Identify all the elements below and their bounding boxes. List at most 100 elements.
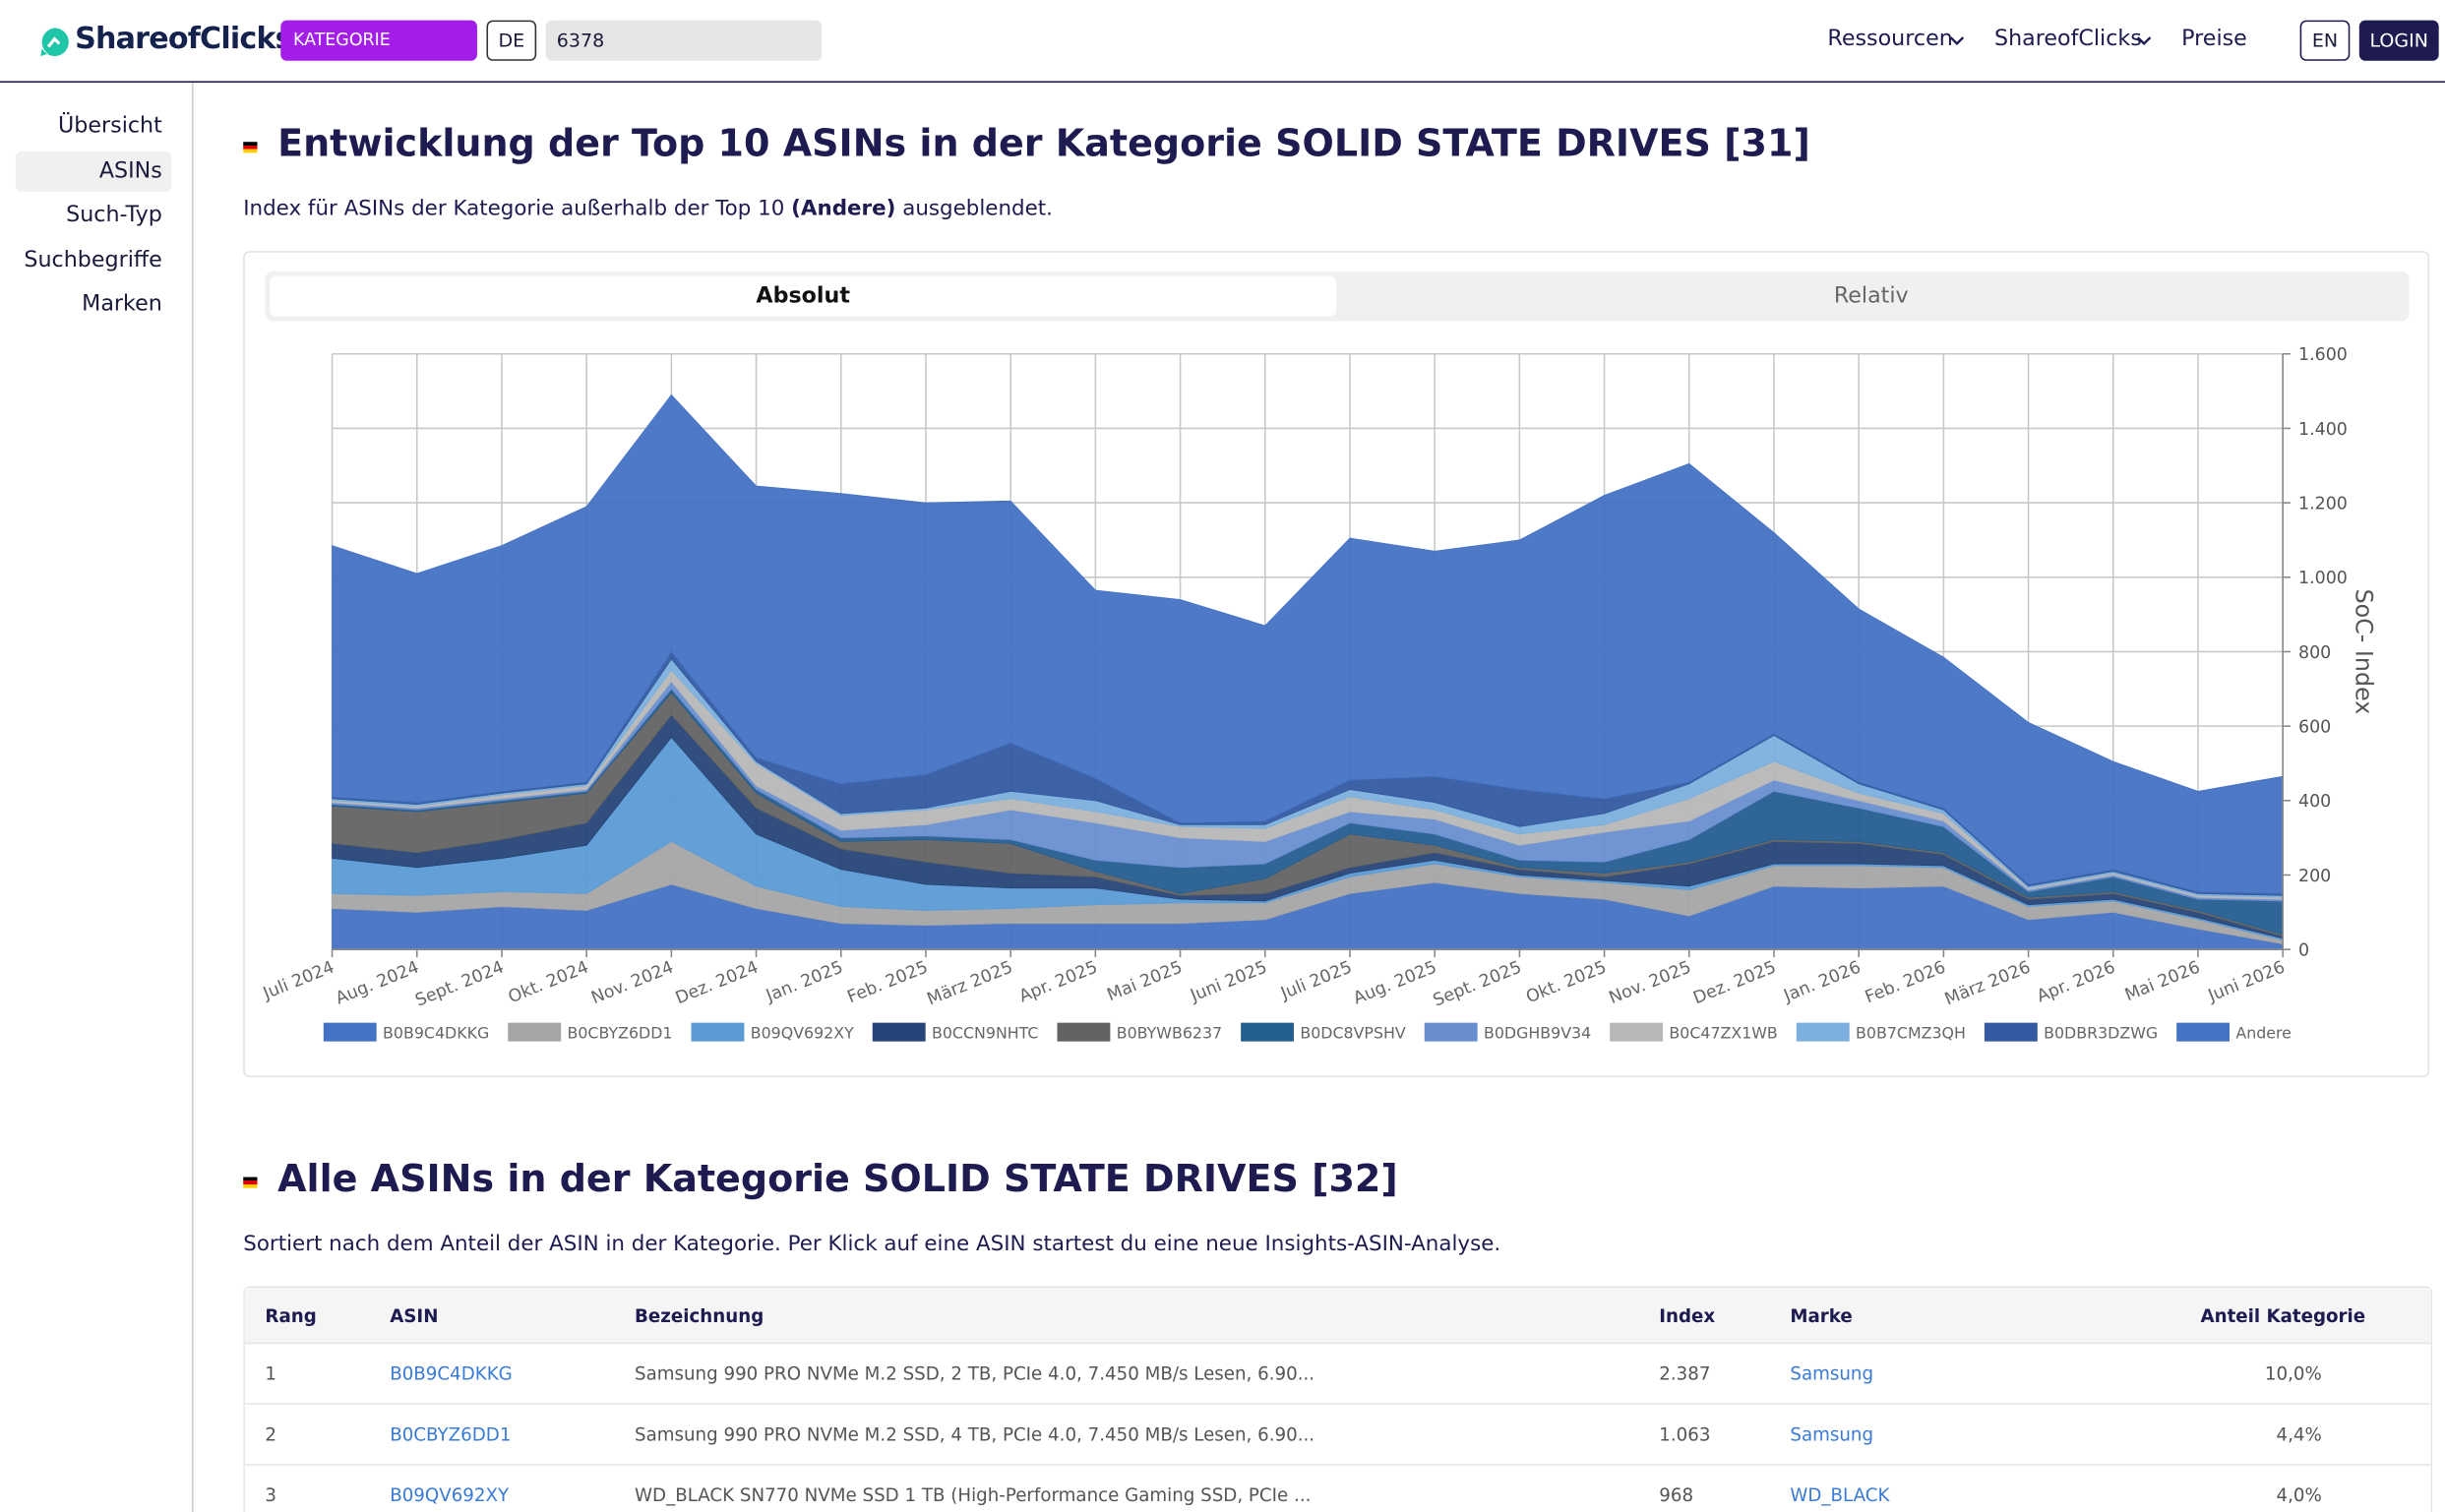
x-tick-label: Sept. 2025 [1431,957,1525,1010]
asin-table: Rang ASIN Bezeichnung Index Marke Anteil Kate… [243,1286,2433,1512]
chart-card [243,251,2430,1078]
table-cell: 1.063 [1638,1403,1770,1465]
x-tick-label: Jan. 2025 [763,957,846,1006]
x-tick-label: Mai 2025 [1105,957,1186,1005]
legend-label: B0B7CMZ3QH [1856,1023,1966,1042]
column-header: Anteil Kategorie [2081,1288,2431,1344]
brand-link[interactable]: WD_BLACK [1790,1483,1890,1506]
table-cell: 4,4% [2081,1403,2431,1465]
table-cell: Samsung 990 PRO NVMe M.2 SSD, 2 TB, PCIe… [614,1342,1639,1405]
x-tick-label: Juli 2024 [260,957,337,1003]
column-header: Rang [244,1288,370,1344]
country-select[interactable]: DE [486,20,537,61]
nav-item[interactable]: ShareofClicks [1993,26,2142,52]
legend-label: B0DGHB9V34 [1484,1023,1591,1042]
y-tick-label: 800 [2298,643,2331,663]
note-bold: (Andere) [791,196,896,222]
brand-link[interactable]: Samsung [1790,1422,1874,1446]
table-cell: Samsung [1769,1403,2082,1465]
section-note: Sortiert nach dem Anteil der ASIN in der… [243,1232,1501,1257]
x-tick-label: Dez. 2024 [673,957,762,1008]
table-cell: 1 [244,1342,370,1405]
table-cell: B0B9C4DKKG [369,1342,615,1405]
table-cell: Samsung 990 PRO NVMe M.2 SSD, 4 TB, PCIe… [614,1403,1639,1465]
y-tick-label: 600 [2298,717,2331,737]
asin-link[interactable]: B0B9C4DKKG [390,1362,513,1385]
sidebar-item[interactable]: Suchbegriffe [24,247,162,273]
flag-icon [243,142,258,153]
x-tick-label: Aug. 2024 [333,957,421,1008]
legend: B0B9C4DKKG B0CBYZ6DD1 B09QV692XY B0CCN9NHTC… [323,1022,2292,1042]
top-bar: ShareofClicks KATEGORIE DE 6378 Ressourc… [0,0,2445,83]
table-cell: 2 [244,1403,370,1465]
table-header: Rang ASIN Bezeichnung Index Marke Anteil Kate… [244,1288,2431,1344]
tab[interactable]: Absolut [270,275,1337,317]
y-tick-label: 1.000 [2298,569,2348,588]
legend-label: Andere [2235,1023,2292,1042]
legend-label: B0BYWB6237 [1117,1023,1222,1042]
x-tick-label: Nov. 2025 [1607,957,1694,1008]
category-input[interactable]: 6378 [545,20,823,61]
login-button[interactable]: LOGIN [2358,20,2439,61]
x-tick-label: Mai 2026 [2122,957,2203,1005]
chevron [1949,36,1965,46]
asin-link[interactable]: B09QV692XY [390,1483,510,1506]
x-tick-label: Feb. 2026 [1863,957,1948,1007]
table-row[interactable]: 3 B09QV692XY WD_BLACK SN770 NVMe SSD 1 TB … [244,1464,2431,1512]
legend-label: B0DC8VPSHV [1300,1023,1406,1042]
table-row[interactable]: 1 B0B9C4DKKG Samsung 990 PRO NVMe M.2 SSD,… [244,1342,2431,1405]
note-text: ausgeblendet. [902,196,1053,222]
brand-link[interactable]: Samsung [1790,1362,1874,1385]
legend-swatch [1424,1022,1478,1042]
sidebar-item[interactable]: Marken [82,291,162,317]
y-tick-label: 1.200 [2298,494,2348,514]
table-cell: B0CBYZ6DD1 [369,1403,615,1465]
tab[interactable]: Relativ [1833,283,1909,309]
y-tick-label: 400 [2298,792,2331,812]
y-tick-label: 0 [2298,940,2309,960]
asin-link[interactable]: B0CBYZ6DD1 [390,1422,512,1446]
language-button[interactable]: EN [2299,20,2351,61]
x-tick-label: März 2026 [1942,957,2034,1009]
sidebar-item[interactable]: Übersicht [58,113,162,140]
x-tick-label: Jan. 2026 [1781,957,1864,1006]
mode-pill[interactable]: KATEGORIE [280,20,477,61]
chart: 0 200 400 600 800 1.000 1.200 1.400 1.600 SoC- In… [260,345,2378,1042]
table-cell: 10,0% [2081,1342,2431,1405]
x-tick-label: Dez. 2025 [1690,957,1779,1008]
sidebar-item[interactable]: ASINs [15,151,172,192]
table-row[interactable]: 2 B0CBYZ6DD1 Samsung 990 PRO NVMe M.2 SSD,… [244,1403,2431,1465]
legend-swatch [1984,1022,2038,1042]
logo[interactable]: ShareofClicks [75,22,293,57]
table: Rang ASIN Bezeichnung Index Marke Anteil Kate… [244,1288,2431,1512]
sidebar-item[interactable]: Such-Typ [66,203,162,228]
flag-icon [243,1177,258,1188]
legend-label: B0DBR3DZWG [2044,1023,2158,1042]
x-tick-label: März 2025 [925,957,1016,1009]
legend-swatch [323,1022,377,1042]
nav-item[interactable]: Ressourcen [1827,26,1953,52]
x-tick-label: Aug. 2025 [1351,957,1439,1008]
legend-swatch [2176,1022,2231,1042]
table-cell: 4,0% [2081,1464,2431,1512]
legend-swatch [1796,1022,1850,1042]
x-tick-label: Okt. 2025 [1523,957,1609,1007]
table-cell: 2.387 [1638,1342,1770,1405]
x-tick-label: Apr. 2025 [1016,957,1100,1006]
nav-item[interactable]: Preise [2181,26,2247,52]
legend-swatch [1241,1022,1295,1042]
note-text: Index für ASINs der Kategorie außerhalb … [243,196,785,222]
legend-swatch [1057,1022,1111,1042]
legend-swatch [872,1022,926,1042]
legend-swatch [508,1022,562,1042]
table-body: 1 B0B9C4DKKG Samsung 990 PRO NVMe M.2 SSD,… [244,1342,2431,1512]
y-tick-label: 200 [2298,867,2331,886]
column-header: Bezeichnung [614,1288,1639,1344]
legend-label: B09QV692XY [751,1023,854,1042]
y-tick-label: 1.400 [2298,420,2348,440]
x-tick-label: Nov. 2024 [588,957,676,1008]
table-cell: WD_BLACK [1769,1464,2082,1512]
legend-swatch [1610,1022,1664,1042]
